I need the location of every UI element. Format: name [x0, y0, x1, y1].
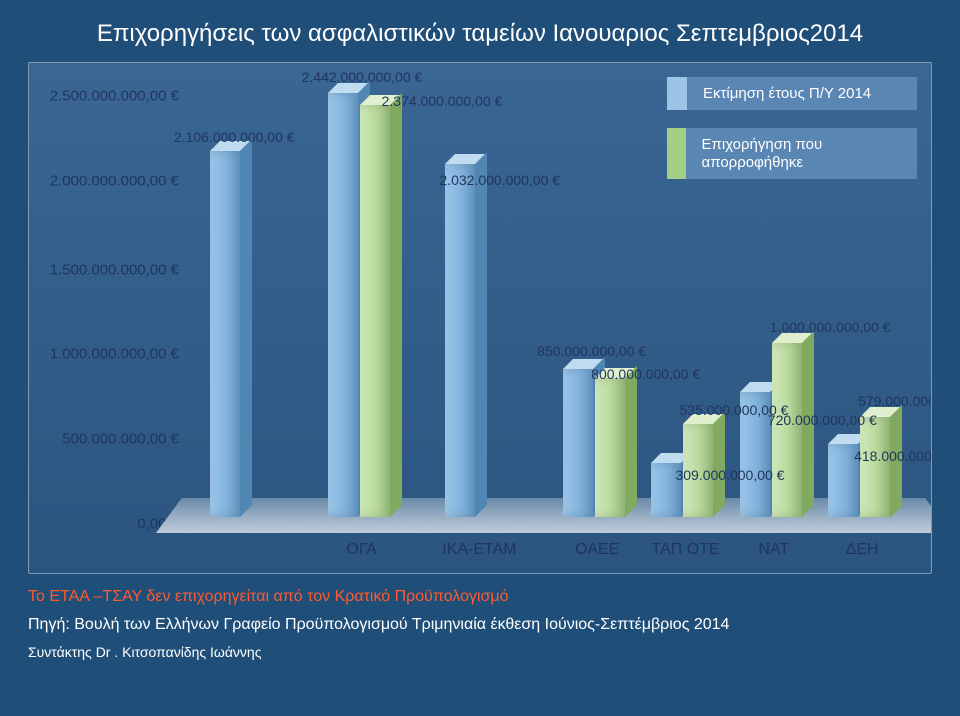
x-axis: ΟΓΑ ΙΚΑ-ΕΤΑΜ ΟΑΕΕ ΤΑΠ ΟΤΕ ΝΑΤ ΔΕΗ [185, 533, 921, 573]
bar-pair [561, 83, 633, 517]
value-label: 1.000.000.000,00 € [770, 319, 891, 335]
y-label: 2.500.000.000,00 € [50, 87, 179, 104]
bar-estimate [210, 151, 240, 517]
bar-estimate [563, 369, 593, 517]
value-label: 418.000.000,00 € [854, 448, 932, 464]
x-label: ΝΑΤ [758, 541, 789, 559]
footer-note-3: Συντάκτης Dr . Κιτσοπανίδης Ιωάννης [28, 644, 932, 660]
x-label: ΙΚΑ-ΕΤΑΜ [442, 541, 516, 559]
bar-group [552, 83, 642, 517]
bar-absorbed [772, 343, 802, 517]
value-label: 720.000.000,00 € [768, 412, 877, 428]
footer-notes: Το ΕΤΑΑ –ΤΣΑΥ δεν επιχορηγείται από τον … [28, 588, 932, 660]
footer-note-1: Το ΕΤΑΑ –ΤΣΑΥ δεν επιχορηγείται από τον … [28, 588, 932, 606]
y-axis: 2.500.000.000,00 € 2.000.000.000,00 € 1.… [29, 63, 185, 533]
legend-label-a: Εκτίμηση έτους Π/Υ 2014 [697, 77, 877, 110]
legend-item-estimate: Εκτίμηση έτους Π/Υ 2014 [667, 77, 917, 110]
bar-absorbed [360, 105, 390, 517]
legend-label-b: Επιχορήγηση που απορροφήθηκε [696, 128, 917, 179]
x-label: ΔΕΗ [846, 541, 879, 559]
x-label: ΟΑΕΕ [575, 541, 619, 559]
value-label: 800.000.000,00 € [591, 366, 700, 382]
y-label: 2.000.000.000,00 € [50, 172, 179, 189]
legend-item-absorbed: Επιχορήγηση που απορροφήθηκε [667, 128, 917, 179]
y-label: 1.000.000.000,00 € [50, 346, 179, 363]
value-label: 2.374.000.000,00 € [382, 93, 503, 109]
bar-estimate [328, 93, 358, 517]
bar-estimate [445, 164, 475, 517]
bar-group [317, 83, 407, 517]
bar-pair [208, 83, 280, 517]
value-label: 579.000.000,00 € [858, 393, 932, 409]
bar-pair [443, 83, 515, 517]
x-label: ΤΑΠ ΟΤΕ [651, 541, 719, 559]
footer-note-2: Πηγή: Βουλή των Ελλήνων Γραφείο Προϋπολο… [28, 616, 932, 634]
y-label: 500.000.000,00 € [62, 431, 179, 448]
value-label: 2.442.000.000,00 € [302, 69, 423, 85]
legend-swatch-b [667, 128, 686, 179]
chart-title: Επιχορηγήσεις των ασφαλιστικών ταμείων Ι… [28, 20, 932, 48]
legend-swatch-a [667, 77, 687, 110]
legend: Εκτίμηση έτους Π/Υ 2014 Επιχορήγηση που … [667, 77, 917, 179]
x-label: ΟΓΑ [346, 541, 376, 559]
value-label: 850.000.000,00 € [537, 343, 646, 359]
bar-absorbed [860, 417, 890, 518]
chart-slide: { "title": "Επιχορηγήσεις των ασφαλιστικ… [0, 0, 960, 716]
value-label: 2.106.000.000,00 € [174, 129, 295, 145]
bar-pair [326, 83, 398, 517]
y-label: 1.500.000.000,00 € [50, 261, 179, 278]
bar-absorbed [595, 378, 625, 517]
bar-group [434, 83, 524, 517]
value-label: 2.032.000.000,00 € [439, 172, 560, 188]
value-label: 309.000.000,00 € [675, 467, 784, 483]
y-label: 0,00 € [137, 515, 179, 532]
chart-area: 2.500.000.000,00 € 2.000.000.000,00 € 1.… [28, 62, 932, 574]
bar-group [199, 83, 289, 517]
